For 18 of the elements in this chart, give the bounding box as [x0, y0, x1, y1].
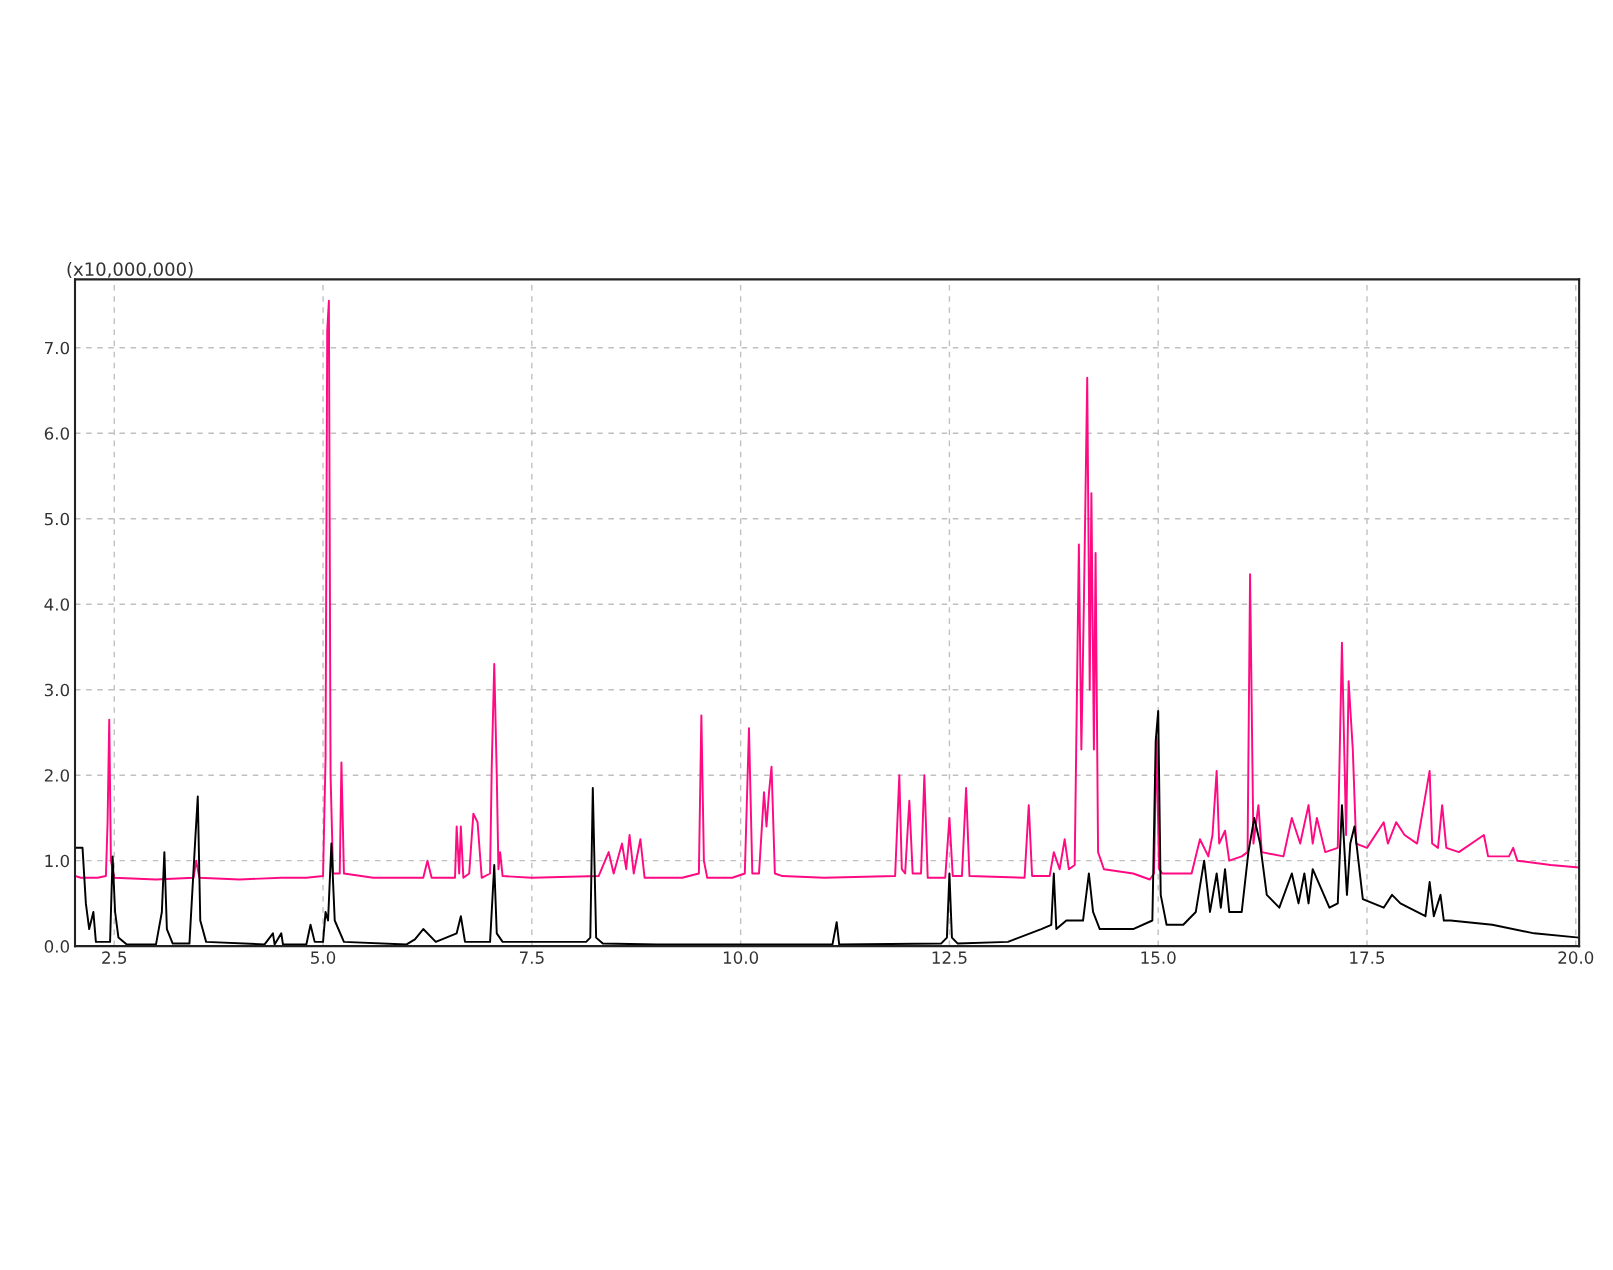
- y-tick-label: 1.0: [45, 854, 70, 868]
- x-tick-label: 15.0: [1141, 951, 1176, 964]
- y-tick-label: 2.0: [44, 769, 70, 782]
- y-axis-title: (x10,000,000): [67, 261, 193, 279]
- y-tick-label: 4.0: [44, 598, 70, 611]
- x-tick-label: 12.5: [932, 951, 967, 964]
- line-series: [75, 299, 1580, 881]
- x-tick-label: 17.5: [1350, 951, 1385, 964]
- y-tick-label: 7.0: [45, 341, 70, 355]
- x-tick-label: 5.0: [311, 951, 336, 964]
- x-tick-label: 20.0: [1558, 951, 1594, 964]
- y-tick-label: 5.0: [44, 512, 70, 526]
- x-tick-label: 2.5: [102, 951, 127, 964]
- y-tick-label: 6.0: [44, 427, 70, 440]
- y-tick-label: 0.0: [44, 940, 70, 953]
- x-tick-label: 7.5: [519, 951, 544, 964]
- y-tick-label: 3.0: [44, 683, 70, 697]
- x-tick-label: 10.0: [723, 951, 759, 964]
